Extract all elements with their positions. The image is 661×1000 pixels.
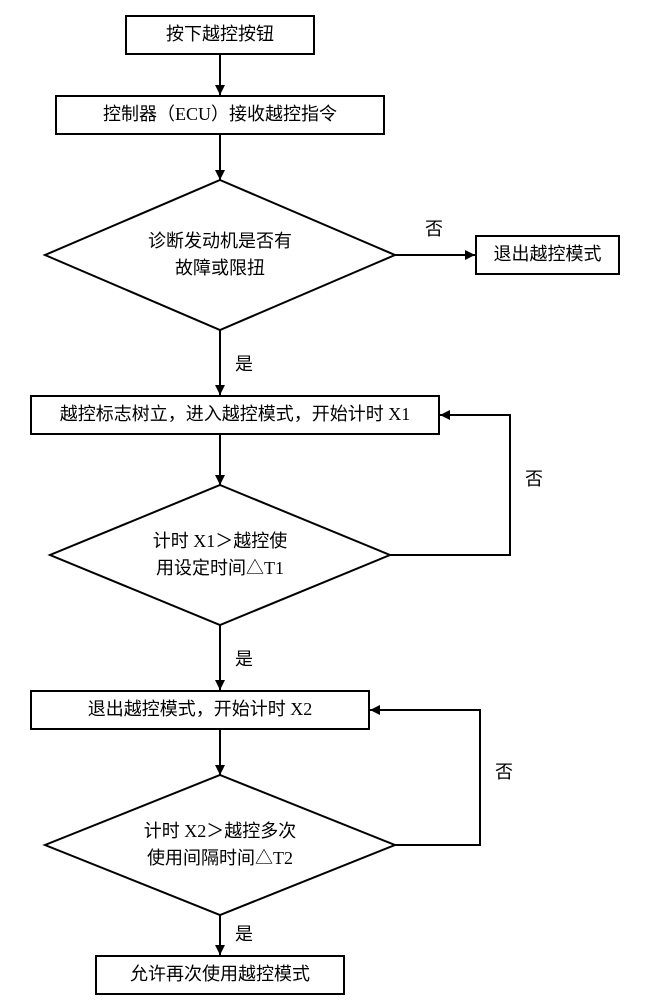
node-label: 允许再次使用越控模式 (130, 962, 310, 987)
edge-label-yes-1: 是 (235, 350, 253, 376)
edge-n8-n7 (370, 710, 480, 845)
node-label: 越控标志树立，进入越控模式，开始计时 X1 (60, 402, 411, 427)
node-allow-again: 允许再次使用越控模式 (95, 955, 345, 995)
node-label: 控制器（ECU）接收越控指令 (103, 102, 337, 127)
edge-label-yes-3: 是 (235, 920, 253, 946)
node-exit-override-x2: 退出越控模式，开始计时 X2 (30, 690, 370, 730)
node-label: 退出越控模式 (494, 242, 602, 267)
decision-engine-fault-label: 诊断发动机是否有故障或限扭 (120, 228, 320, 282)
edge-n6-n5 (390, 415, 510, 555)
edge-label-no-1: 否 (425, 215, 443, 241)
node-exit-override-right: 退出越控模式 (475, 235, 620, 275)
node-ecu-receive: 控制器（ECU）接收越控指令 (55, 95, 385, 135)
edge-label-yes-2: 是 (235, 645, 253, 671)
node-label: 按下越控按钮 (166, 22, 274, 47)
node-label: 退出越控模式，开始计时 X2 (88, 697, 313, 722)
node-press-button: 按下越控按钮 (125, 15, 315, 55)
flowchart-canvas (0, 0, 661, 1000)
node-enter-override: 越控标志树立，进入越控模式，开始计时 X1 (30, 395, 440, 435)
edge-label-no-3: 否 (495, 758, 513, 784)
edge-label-no-2: 否 (525, 465, 543, 491)
decision-timer-x1-label: 计时 X1＞越控使用设定时间△T1 (120, 528, 320, 582)
decision-timer-x2-label: 计时 X2＞越控多次使用间隔时间△T2 (120, 818, 320, 872)
